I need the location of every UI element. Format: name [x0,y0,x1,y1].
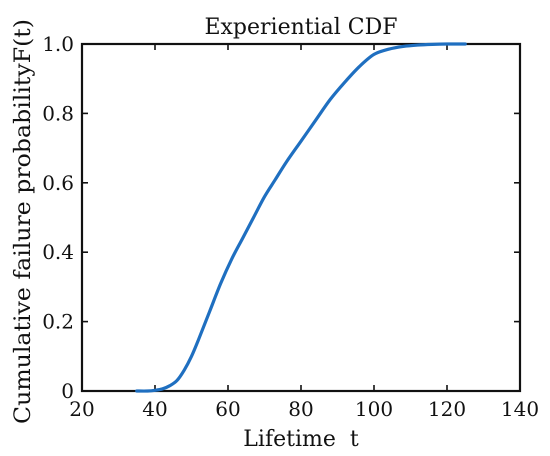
x-tick-label: 100 [355,397,393,421]
x-tick-label: 140 [501,397,539,421]
y-tick-label: 0.8 [42,101,74,125]
y-axis-title: Cumulative failure probabilityF(t) [11,19,36,424]
x-axis-title: Lifetime t [243,427,359,452]
y-tick-label: 0 [61,379,74,403]
chart-title: Experiential CDF [204,15,397,40]
cdf-series-line [135,42,467,393]
y-tick-label: 0.2 [42,310,74,334]
y-tick-label: 1.0 [42,32,74,56]
x-tick-label: 120 [428,397,466,421]
x-tick-label: 40 [142,397,167,421]
x-tick-label: 20 [69,397,94,421]
y-tick-label: 0.6 [42,171,74,195]
plot-frame [80,42,522,393]
x-tick-label: 80 [288,397,313,421]
y-tick-label: 0.4 [42,240,74,264]
x-tick-label: 60 [215,397,240,421]
